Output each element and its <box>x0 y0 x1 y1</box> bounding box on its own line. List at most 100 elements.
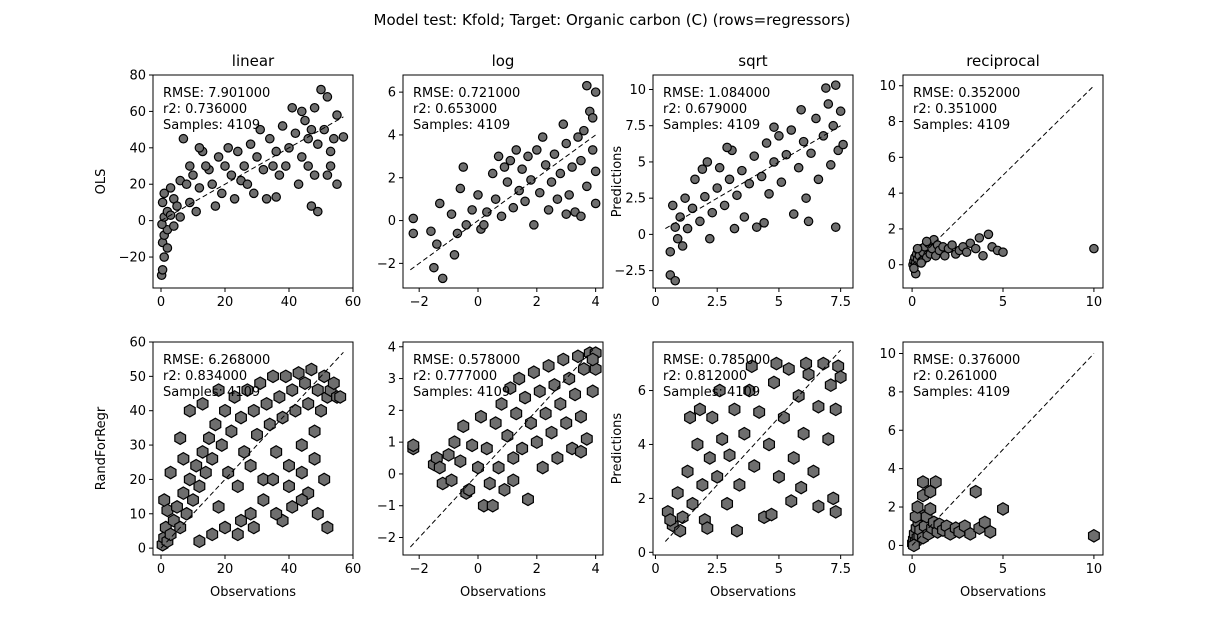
y-tick-label: 50 <box>129 370 146 385</box>
data-point-circle <box>178 133 189 144</box>
y-tick-label: −1 <box>377 499 396 514</box>
data-point-hexagon <box>263 417 276 432</box>
data-point-circle <box>732 190 742 201</box>
data-point-circle <box>261 193 272 204</box>
data-point-hexagon <box>244 506 257 521</box>
data-point-hexagon <box>199 465 212 480</box>
data-point-hexagon <box>486 498 499 513</box>
data-point-hexagon <box>334 390 347 404</box>
data-point-circle <box>774 131 784 141</box>
data-point-circle <box>455 183 466 194</box>
data-point-circle <box>157 264 168 275</box>
data-point-circle <box>309 170 320 180</box>
data-point-circle <box>719 200 730 211</box>
data-point-hexagon <box>706 410 719 425</box>
data-point-circle <box>813 174 824 185</box>
data-point-hexagon <box>257 493 270 507</box>
data-point-circle <box>788 209 799 219</box>
y-tick-label: 20 <box>129 178 146 193</box>
data-point-circle <box>798 136 809 147</box>
data-point-hexagon <box>832 359 845 374</box>
data-point-hexagon <box>489 416 502 430</box>
data-point-circle <box>764 189 774 199</box>
y-tick-label: 80 <box>129 69 146 84</box>
data-point-hexagon <box>563 371 576 386</box>
data-point-circle <box>461 220 472 230</box>
data-point-hexagon <box>311 383 324 397</box>
data-point-circle <box>249 188 259 199</box>
x-axis-label: Observations <box>960 585 1046 600</box>
data-point-hexagon <box>206 527 219 542</box>
data-point-circle <box>217 188 227 199</box>
data-point-hexagon <box>295 438 308 452</box>
y-axis-label: OLS <box>94 169 109 195</box>
data-point-circle <box>508 202 519 213</box>
data-point-hexagon <box>279 369 292 384</box>
data-point-hexagon <box>530 435 543 450</box>
data-point-circle <box>561 209 572 219</box>
data-point-hexagon <box>984 525 997 539</box>
y-tick-label: 10 <box>879 79 896 94</box>
data-point-hexagon <box>270 506 283 521</box>
stats-annotation: RMSE: 0.785000 <box>663 353 770 368</box>
data-point-hexagon <box>907 538 920 553</box>
axes-frame <box>402 74 604 289</box>
data-point-circle <box>322 92 333 102</box>
data-point-hexagon <box>574 409 587 424</box>
data-point-circle <box>818 131 829 141</box>
y-tick-label: 0 <box>388 467 396 482</box>
data-point-circle <box>751 222 762 232</box>
stats-annotation: Samples: 4109 <box>163 385 260 400</box>
y-tick-label: 2 <box>388 171 396 186</box>
one-to-one-reference-line <box>911 353 1095 546</box>
y-tick-label: 40 <box>129 404 146 419</box>
data-point-circle <box>490 194 501 204</box>
data-point-circle <box>280 161 291 171</box>
x-tick-label: 10 <box>1086 562 1103 577</box>
data-point-circle <box>567 162 577 172</box>
data-point-hexagon <box>817 356 830 371</box>
data-point-hexagon <box>283 458 295 473</box>
data-point-circle <box>479 220 489 230</box>
data-point-hexagon <box>183 403 196 418</box>
data-point-hexagon <box>273 390 286 404</box>
data-point-hexagon <box>711 469 724 484</box>
data-point-circle <box>271 192 281 202</box>
stats-annotation: RMSE: 0.376000 <box>913 353 1020 368</box>
data-points <box>408 80 601 284</box>
data-point-circle <box>576 155 586 166</box>
data-point-hexagon <box>270 445 283 459</box>
data-point-circle <box>252 152 262 162</box>
data-point-circle <box>517 164 527 174</box>
data-point-circle <box>194 143 205 153</box>
data-point-circle <box>587 145 598 155</box>
data-point-circle <box>312 206 323 217</box>
data-point-hexagon <box>474 409 487 424</box>
data-point-circle <box>970 243 981 254</box>
data-point-hexagon <box>254 376 267 391</box>
data-point-hexagon <box>225 424 238 439</box>
data-point-circle <box>921 236 932 247</box>
data-point-circle <box>229 193 240 204</box>
data-points <box>407 346 602 513</box>
y-axis-label: Predictions <box>610 413 625 485</box>
data-point-circle <box>312 139 323 149</box>
data-point-hexagon <box>787 451 800 465</box>
data-point-circle <box>793 162 804 173</box>
data-point-hexagon <box>305 362 318 377</box>
y-tick-label: 4 <box>888 187 896 202</box>
data-point-hexagon <box>551 451 564 465</box>
data-point-circle <box>737 165 747 176</box>
data-point-circle <box>961 247 972 258</box>
data-point-hexagon <box>215 438 228 452</box>
data-points <box>665 80 848 286</box>
stats-annotation: RMSE: 0.578000 <box>413 353 520 368</box>
y-tick-label: 8 <box>888 385 896 400</box>
x-tick-label: −2 <box>410 295 429 310</box>
data-point-circle <box>564 190 574 200</box>
stats-annotation: r2: 0.812000 <box>663 369 747 384</box>
data-point-hexagon <box>733 478 746 492</box>
